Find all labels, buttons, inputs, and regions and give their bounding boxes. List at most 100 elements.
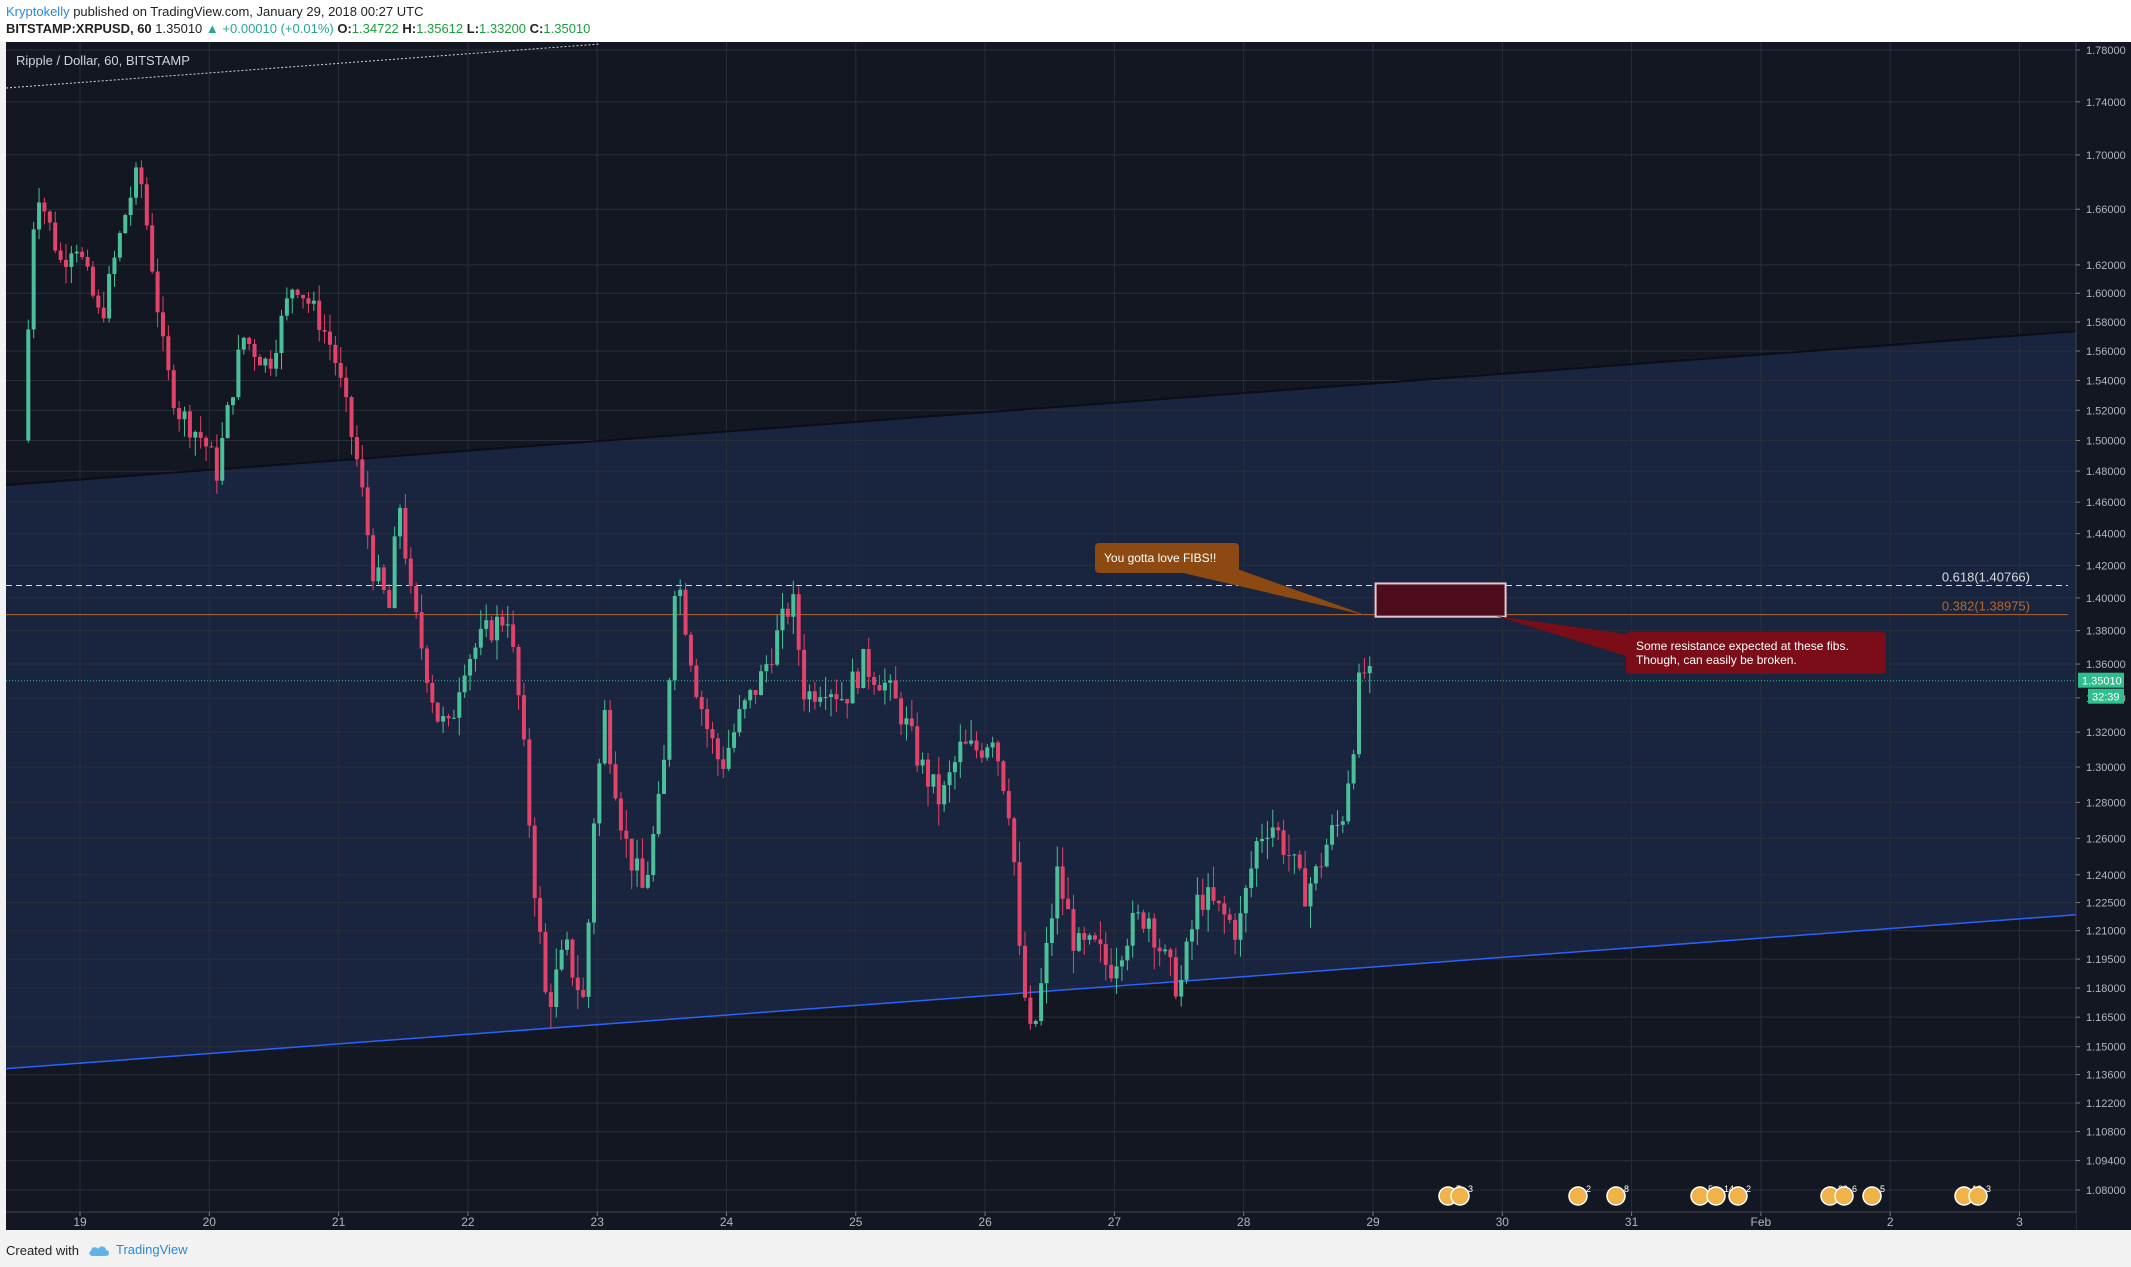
candle-body bbox=[1179, 979, 1184, 997]
callout-red[interactable] bbox=[1626, 632, 1886, 674]
candle-body bbox=[1292, 854, 1297, 856]
event-badge[interactable] bbox=[1728, 1186, 1748, 1206]
candle-body bbox=[166, 336, 171, 371]
high-label: H: bbox=[402, 21, 417, 36]
candle-body bbox=[74, 251, 79, 254]
candle-body bbox=[117, 233, 122, 258]
candle-body bbox=[618, 798, 623, 831]
author-link[interactable]: Kryptokelly bbox=[6, 4, 70, 19]
candle-body bbox=[602, 709, 607, 764]
price-tick-label: 1.24000 bbox=[2086, 870, 2126, 882]
candle-body bbox=[489, 620, 494, 641]
candle-body bbox=[457, 692, 462, 718]
event-badge[interactable] bbox=[1862, 1186, 1882, 1206]
price-tick-label: 1.62000 bbox=[2086, 260, 2126, 272]
candle-body bbox=[818, 697, 823, 702]
price-tick-label: 1.21000 bbox=[2086, 926, 2126, 938]
time-tick-label: 19 bbox=[73, 1215, 87, 1229]
candle-body bbox=[1022, 945, 1027, 998]
candle-body bbox=[424, 648, 429, 683]
candle-body bbox=[354, 437, 359, 460]
candle-body bbox=[144, 184, 149, 226]
candle-body bbox=[317, 300, 322, 331]
price-tick-label: 1.15000 bbox=[2086, 1042, 2126, 1054]
price-tick-label: 1.58000 bbox=[2086, 317, 2126, 329]
candle-body bbox=[311, 300, 316, 304]
candle-body bbox=[877, 684, 882, 691]
candle-body bbox=[1281, 830, 1286, 856]
price-tick-label: 1.36000 bbox=[2086, 659, 2126, 671]
price-tick-label: 1.44000 bbox=[2086, 529, 2126, 541]
candle-body bbox=[408, 558, 413, 586]
time-tick-label: 20 bbox=[203, 1215, 217, 1229]
candle-body bbox=[1119, 960, 1124, 967]
event-badge-count: 5 bbox=[1880, 1184, 1885, 1194]
candle-body bbox=[435, 702, 440, 722]
candle-body bbox=[58, 250, 63, 260]
candle-body bbox=[893, 680, 898, 699]
resistance-box[interactable] bbox=[1374, 582, 1507, 618]
event-badge[interactable] bbox=[1568, 1186, 1588, 1206]
candle-body bbox=[1356, 672, 1361, 755]
candle-body bbox=[414, 585, 419, 613]
candle-body bbox=[775, 630, 780, 665]
candle-body bbox=[624, 830, 629, 839]
upper-trendline[interactable] bbox=[5, 330, 2077, 487]
candle-body bbox=[1006, 790, 1011, 819]
candle-body bbox=[936, 774, 941, 805]
candle-body bbox=[1324, 844, 1329, 867]
price-tick-label: 1.38000 bbox=[2086, 626, 2126, 638]
price-tick-label: 1.40000 bbox=[2086, 593, 2126, 605]
candle-body bbox=[419, 612, 424, 649]
event-badge[interactable] bbox=[1606, 1186, 1626, 1206]
candle-body bbox=[484, 620, 489, 629]
candle-body bbox=[1141, 912, 1146, 929]
tradingview-logo[interactable]: TradingView bbox=[88, 1242, 188, 1257]
candle-body bbox=[651, 834, 656, 875]
candle-body bbox=[338, 363, 343, 378]
price-tick-label: 1.28000 bbox=[2086, 797, 2126, 809]
candle-body bbox=[683, 589, 688, 635]
candle-body bbox=[1055, 866, 1060, 919]
event-badge[interactable] bbox=[1834, 1186, 1854, 1206]
candle-body bbox=[182, 411, 187, 420]
price-tick-label: 1.54000 bbox=[2086, 375, 2126, 387]
candle-body bbox=[360, 459, 365, 488]
time-tick-label: 22 bbox=[461, 1215, 475, 1229]
candle-body bbox=[187, 411, 192, 438]
candle-body bbox=[554, 969, 559, 1007]
dotted-trendline[interactable] bbox=[5, 43, 601, 89]
event-badge-count: 3 bbox=[1468, 1184, 1473, 1194]
candle-body bbox=[128, 197, 133, 216]
candle-body bbox=[521, 695, 526, 740]
time-tick-label: 27 bbox=[1108, 1215, 1122, 1229]
callout-orange[interactable] bbox=[1095, 543, 1239, 573]
price-tick-label: 1.78000 bbox=[2086, 45, 2126, 57]
candle-body bbox=[645, 874, 650, 888]
price-scale[interactable] bbox=[2076, 42, 2131, 1230]
candle-body bbox=[532, 825, 537, 899]
candle-body bbox=[678, 589, 683, 596]
candle-body bbox=[263, 358, 268, 366]
event-badge[interactable] bbox=[1450, 1186, 1470, 1206]
callout-pointer-red bbox=[1495, 615, 1626, 656]
candle-body bbox=[834, 694, 839, 700]
candle-body bbox=[823, 696, 828, 698]
candle-body bbox=[85, 257, 90, 267]
event-badge[interactable] bbox=[1706, 1186, 1726, 1206]
candle-body bbox=[1066, 898, 1071, 910]
candle-body bbox=[1136, 912, 1141, 914]
time-axis[interactable] bbox=[6, 1212, 2076, 1230]
candle-body bbox=[1028, 997, 1033, 1024]
price-tick-label: 1.60000 bbox=[2086, 288, 2126, 300]
candle-body bbox=[721, 759, 726, 769]
created-with-text: Created with bbox=[6, 1243, 79, 1258]
fib-618-label: 0.618(1.40766) bbox=[1942, 569, 2030, 584]
event-badge-count: 6 bbox=[1852, 1184, 1857, 1194]
candle-body bbox=[1076, 933, 1081, 951]
event-badge[interactable] bbox=[1968, 1186, 1988, 1206]
candle-body bbox=[753, 689, 758, 696]
candle-body bbox=[53, 222, 58, 251]
price-tick-label: 1.10800 bbox=[2086, 1127, 2126, 1139]
